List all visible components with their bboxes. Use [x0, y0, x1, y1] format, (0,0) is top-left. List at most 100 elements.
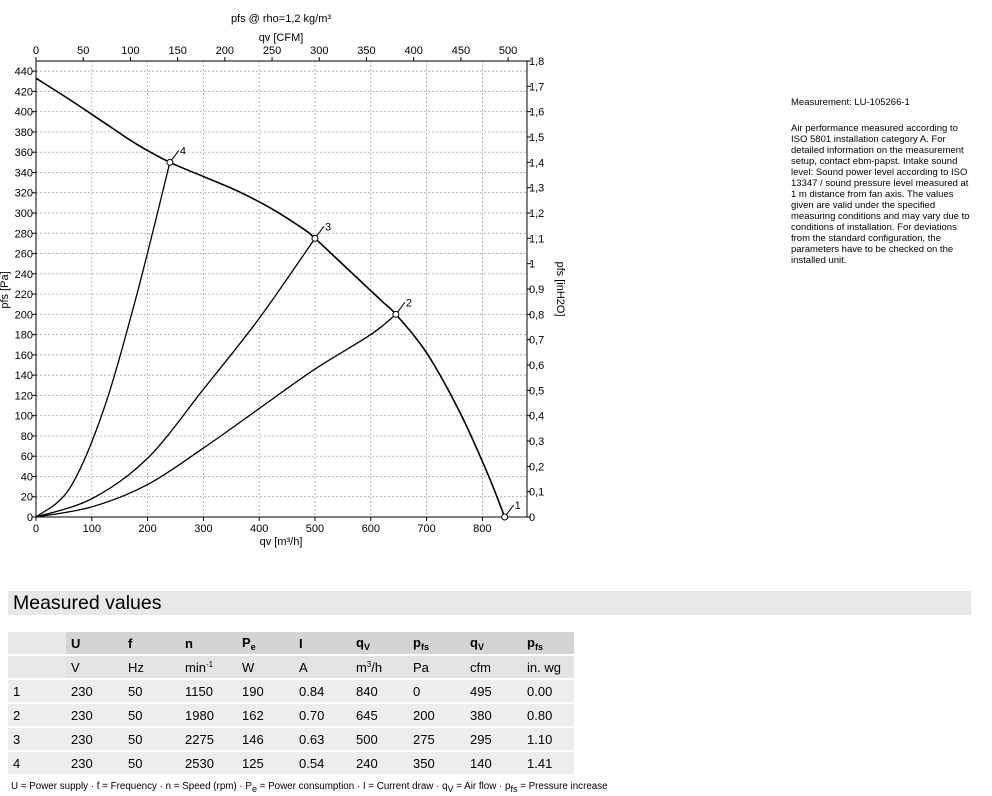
y-tick-label: 300	[15, 208, 33, 220]
y-tick-label: 200	[15, 309, 33, 321]
y-axis-label: pfs [Pa]	[0, 271, 11, 308]
header-symbol: P	[242, 634, 251, 650]
table-cell: 295	[465, 728, 522, 750]
table-unit-cell: Pa	[408, 656, 465, 678]
footnote-subscript: fs	[510, 784, 518, 794]
operating-point-label: 4	[180, 145, 186, 157]
y-tick-label: 360	[15, 147, 33, 159]
y-tick-label: 140	[15, 370, 33, 382]
x2-tick-label: 350	[357, 45, 375, 57]
y-tick-label: 340	[15, 167, 33, 179]
x2-tick-label: 250	[263, 45, 281, 57]
y-tick-label: 120	[15, 390, 33, 402]
table-header-cell: I	[294, 632, 351, 654]
x2-axis-label: qv [CFM]	[259, 32, 304, 44]
operating-point-label: 3	[325, 221, 331, 233]
table-unit-cell	[8, 656, 66, 678]
table-cell: 2	[8, 704, 66, 726]
y2-tick-label: 1,3	[529, 183, 544, 195]
table-header-cell: f	[123, 632, 180, 654]
x2-tick-label: 150	[168, 45, 186, 57]
table-cell: 50	[123, 728, 180, 750]
x-tick-label: 300	[194, 523, 212, 535]
table-unit-cell: Hz	[123, 656, 180, 678]
table-cell: 200	[408, 704, 465, 726]
x-tick-label: 800	[473, 523, 491, 535]
footnote-text: = Air flow · p	[453, 781, 511, 792]
table-cell: 0.70	[294, 704, 351, 726]
header-symbol: f	[128, 635, 133, 651]
fan-curve-chart: pfs @ rho=1,2 kg/m³ qv [CFM] qv [m³/h] p…	[0, 13, 566, 548]
y-tick-label: 260	[15, 249, 33, 261]
table-cell: 230	[66, 680, 123, 702]
y-tick-label: 320	[15, 188, 33, 200]
y-tick-label: 80	[21, 431, 33, 443]
footnote-text: U = Power supply · f = Frequency · n = S…	[11, 781, 252, 792]
system-curve	[35, 313, 397, 518]
operating-point-label: 1	[515, 500, 521, 512]
unit-tail: /h	[371, 659, 383, 675]
operating-point-marker	[501, 513, 509, 521]
y-tick-label: 400	[15, 107, 33, 119]
x-tick-label: 700	[417, 523, 435, 535]
y2-tick-label: 1,8	[529, 56, 544, 68]
unit-text: A	[299, 659, 308, 675]
measured-values-header: Measured values	[8, 591, 971, 615]
y-tick-label: 280	[15, 228, 33, 240]
operating-point-marker	[166, 158, 174, 166]
y2-tick-label: 1,4	[529, 157, 544, 169]
header-symbol: q	[470, 634, 478, 650]
unit-superscript: 3	[366, 659, 372, 669]
table-unit-cell: cfm	[465, 656, 522, 678]
header-subscript: V	[477, 641, 484, 652]
table-cell: 125	[237, 752, 294, 774]
footnote-text: = Power consumption · I = Current draw ·…	[256, 781, 448, 792]
table-unit-cell: m3/h	[351, 656, 408, 678]
table-cell: 1.41	[522, 752, 574, 774]
y2-tick-label: 0,4	[529, 411, 544, 423]
header-symbol: q	[356, 634, 364, 650]
table-header-cell: qV	[351, 632, 408, 654]
table-cell: 140	[465, 752, 522, 774]
chart-title: pfs @ rho=1,2 kg/m³	[231, 13, 331, 25]
y2-tick-label: 1,2	[529, 208, 544, 220]
table-cell: 0	[408, 680, 465, 702]
plot-frame	[35, 60, 528, 518]
y2-tick-label: 0	[529, 512, 535, 524]
x2-tick-label: 400	[405, 45, 423, 57]
table-cell: 50	[123, 704, 180, 726]
table-cell: 230	[66, 728, 123, 750]
table-cell: 0.54	[294, 752, 351, 774]
header-subscript: fs	[534, 641, 543, 652]
table-cell: 0.84	[294, 680, 351, 702]
table-unit-cell: A	[294, 656, 351, 678]
y-tick-label: 20	[21, 492, 33, 504]
y2-tick-label: 1,6	[529, 107, 544, 119]
table-cell: 190	[237, 680, 294, 702]
table-cell: 275	[408, 728, 465, 750]
table-header-cell	[8, 632, 66, 654]
table-cell: 240	[351, 752, 408, 774]
table-row: 1 230 50 1150 190 0.84 840 0 495 0.00	[8, 680, 574, 702]
table-cell: 230	[66, 752, 123, 774]
y-tick-label: 60	[21, 451, 33, 463]
header-subscript: fs	[420, 641, 429, 652]
table-cell: 162	[237, 704, 294, 726]
table-cell: 2530	[180, 752, 237, 774]
x2-tick-label: 500	[499, 45, 517, 57]
table-cell: 50	[123, 752, 180, 774]
system-curve	[35, 162, 171, 518]
unit-text: min	[185, 659, 206, 675]
fan-characteristic-curve	[35, 77, 506, 518]
y2-tick-label: 0,6	[529, 360, 544, 372]
table-header-cell: U	[66, 632, 123, 654]
y2-tick-label: 0,7	[529, 335, 544, 347]
x-tick-label: 600	[362, 523, 380, 535]
operating-point-marker	[392, 310, 400, 318]
y2-tick-label: 1,5	[529, 132, 544, 144]
y-tick-label: 160	[15, 350, 33, 362]
unit-text: Hz	[128, 659, 144, 675]
table-cell: 4	[8, 752, 66, 774]
